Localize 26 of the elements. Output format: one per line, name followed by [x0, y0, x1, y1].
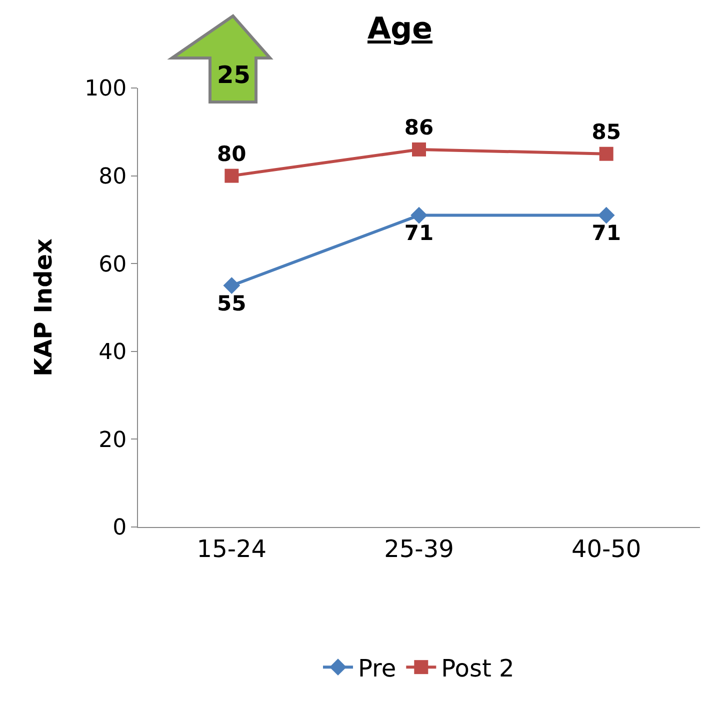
y-tick-label: 20: [98, 428, 127, 453]
legend-label: Post 2: [441, 654, 514, 682]
point: [224, 168, 239, 183]
point: [223, 277, 240, 294]
y-axis-title: KAP Index: [30, 238, 58, 377]
data-label: 55: [217, 291, 246, 316]
data-label: 71: [404, 221, 434, 246]
y-tick-label: 0: [112, 516, 127, 541]
chart-title: Age: [367, 12, 433, 46]
data-label: 80: [217, 142, 246, 166]
y-tick-label: 40: [98, 340, 127, 366]
y-tick-label: 80: [98, 164, 127, 190]
point: [598, 206, 615, 224]
y-tick-label: 60: [98, 252, 127, 278]
x-tick-label: 15-24: [196, 534, 267, 563]
point: [412, 142, 426, 156]
point: [410, 206, 428, 224]
x-tick-label: 25-39: [384, 534, 454, 563]
data-label: 71: [592, 221, 621, 246]
data-label: 85: [592, 120, 621, 144]
annotation: 25: [217, 61, 250, 89]
y-tick-label: 100: [84, 76, 127, 102]
x-tick-label: 40-50: [571, 534, 642, 563]
legend-label: Pre: [358, 654, 396, 682]
data-label: 86: [404, 115, 434, 140]
point: [599, 146, 614, 161]
